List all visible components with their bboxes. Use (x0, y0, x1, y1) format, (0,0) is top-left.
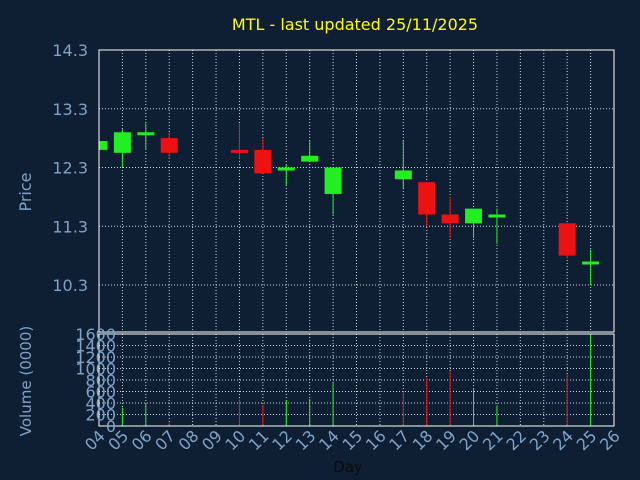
volume-series (121, 334, 592, 426)
candle (394, 141, 412, 189)
volume-y-tick-label: 200 (85, 406, 116, 425)
volume-y-tick-label: 1200 (75, 348, 116, 367)
price-y-tick-label: 13.3 (52, 100, 88, 119)
candle-body (137, 132, 155, 136)
volume-y-tick-label: 400 (85, 394, 116, 413)
candle-body (394, 170, 412, 180)
x-tick-labels: 0405060708091011121314151617181920212223… (81, 426, 624, 454)
price-y-tick-labels: 14.3 13.3 12.3 11.3 10.3 (52, 41, 88, 295)
price-y-tick-label: 14.3 (52, 41, 88, 60)
candle (465, 208, 483, 238)
candle-body (160, 138, 178, 153)
candle-body (558, 223, 576, 256)
candle (137, 123, 155, 150)
volume-y-tick-label: 800 (85, 371, 116, 390)
candle (418, 182, 436, 227)
volume-y-tick-label: 0 (106, 417, 116, 436)
volume-axis-label: Volume (0000) (17, 326, 35, 436)
candlestick-series (98, 123, 600, 285)
candle (488, 208, 506, 244)
candle-body (277, 167, 295, 171)
price-plot-frame (98, 49, 615, 333)
price-grid (99, 49, 614, 332)
candle (558, 223, 576, 259)
volume-y-tick-label: 1400 (75, 337, 116, 356)
candle (160, 132, 178, 159)
candle (441, 196, 459, 238)
candle (254, 138, 272, 174)
candle-body (418, 182, 436, 215)
candle-body (113, 132, 131, 153)
chart-title: MTL - last updated 25/11/2025 (232, 15, 478, 34)
price-y-tick-label: 12.3 (52, 159, 88, 178)
candle-body (99, 141, 108, 150)
candle (301, 141, 319, 162)
volume-y-tick-label: 1000 (75, 360, 116, 379)
price-y-tick-label: 11.3 (52, 217, 88, 236)
volume-y-tick-label: 600 (85, 383, 116, 402)
candle-body (254, 149, 272, 174)
candle (582, 249, 600, 285)
volume-plot-frame (98, 333, 615, 427)
price-y-tick-label: 10.3 (52, 276, 88, 295)
candle-body (465, 208, 483, 224)
candle (230, 123, 248, 159)
price-axis-label: Price (16, 172, 35, 211)
candle (324, 167, 342, 215)
volume-y-tick-label: 1600 (75, 325, 116, 344)
candle (277, 164, 295, 186)
candle (113, 129, 131, 168)
candle-body (582, 261, 600, 265)
candle-body (301, 155, 319, 162)
candle-body (324, 167, 342, 194)
candle-body (230, 149, 248, 153)
candle-body (488, 214, 506, 218)
candle (98, 141, 108, 150)
x-axis-label: Day (333, 458, 363, 476)
candle-body (441, 214, 459, 224)
